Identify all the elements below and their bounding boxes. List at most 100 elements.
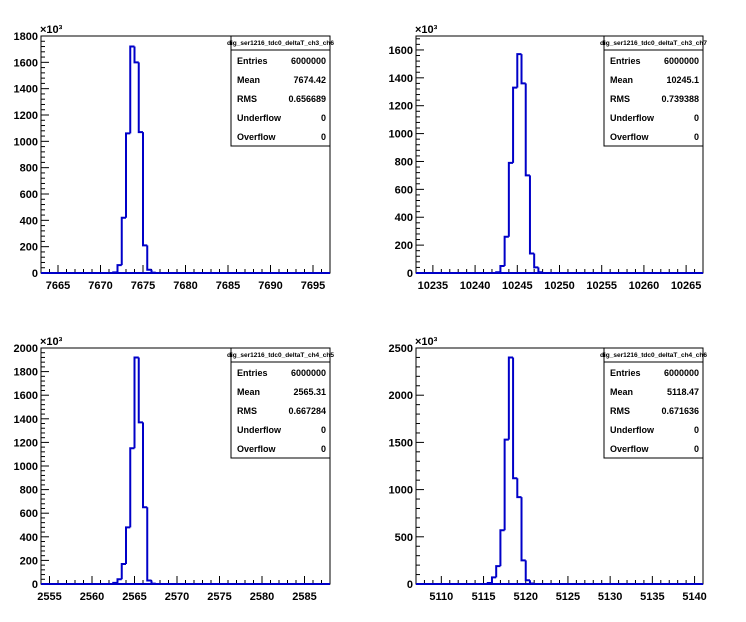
y-tick-label: 200	[395, 240, 413, 252]
histogram-panel-2: 0 200 400 600 800 1000 1200 1400 1600×10³ 10235 10…	[389, 24, 708, 292]
stats-overflow-value: 0	[694, 444, 699, 454]
histogram-bin	[528, 175, 535, 255]
stats-entries-label: Entries	[237, 368, 268, 378]
stats-rms-value: 0.671636	[661, 406, 699, 416]
stats-mean-value: 10245.1	[666, 75, 699, 85]
y-tick-label: 800	[395, 156, 413, 168]
histogram-bin	[541, 272, 547, 274]
y-tick-label: 0	[407, 268, 413, 280]
y-tick-label: 400	[20, 215, 38, 227]
y-tick-label: 2500	[389, 343, 413, 355]
histogram-bin	[133, 46, 139, 64]
stats-mean-label: Mean	[237, 75, 260, 85]
histogram-bin	[533, 253, 539, 269]
stats-mean-value: 5118.47	[667, 387, 699, 397]
histogram-title: dig_ser1216_tdc0_deltaT_ch3_ch6	[227, 40, 334, 47]
stats-rms-value: 0.667284	[288, 406, 326, 416]
y-tick-label: 0	[407, 579, 413, 591]
x-tick-label: 2555	[37, 591, 61, 603]
stats-rms-label: RMS	[610, 406, 630, 416]
y-tick-label: 1000	[389, 129, 413, 141]
histogram-bin	[490, 576, 497, 584]
y-tick-label: 1000	[389, 485, 413, 497]
stats-box: dig_ser1216_tdc0_deltaT_ch4_ch6 Entries 60…	[600, 347, 707, 459]
x-tick-label: 2585	[292, 591, 316, 603]
y-tick-label: 200	[20, 555, 38, 567]
stats-mean-label: Mean	[237, 387, 260, 397]
y-tick-label: 1500	[389, 437, 413, 449]
y-exponent-label: ×10³	[40, 24, 63, 36]
histogram-panel-3: 0 200 400 600 800 1000 1200 1400 1600 1800 2000×10…	[14, 336, 335, 603]
histogram-panel-4: 0 500 1000 1500 2000 2500×10³ 5110 5115 5120 5125…	[389, 336, 708, 603]
stats-rms-label: RMS	[610, 94, 630, 104]
histogram-bin	[512, 86, 518, 163]
y-tick-label: 2000	[14, 343, 38, 355]
histogram-title: dig_ser1216_tdc0_deltaT_ch3_ch7	[600, 40, 707, 47]
y-tick-label: 1200	[14, 110, 38, 122]
histogram-bin	[133, 356, 139, 449]
histogram-bin	[125, 132, 131, 218]
y-exponent-label: ×10³	[415, 24, 438, 36]
y-tick-label: 800	[20, 163, 38, 175]
y-tick-label: 600	[20, 508, 38, 520]
histogram-bin	[507, 161, 514, 237]
stats-overflow-value: 0	[321, 444, 326, 454]
y-exponent-label: ×10³	[415, 336, 438, 348]
histogram-bin	[507, 356, 514, 440]
y-tick-label: 1400	[14, 414, 38, 426]
stats-entries-label: Entries	[610, 368, 641, 378]
stats-overflow-label: Overflow	[610, 444, 650, 454]
stats-underflow-value: 0	[694, 113, 699, 123]
y-tick-label: 1600	[389, 45, 413, 57]
x-tick-label: 2580	[250, 591, 274, 603]
y-tick-label: 1800	[14, 31, 38, 43]
stats-entries-value: 6000000	[291, 56, 326, 66]
x-tick-label: 10235	[418, 280, 449, 292]
stats-underflow-value: 0	[694, 425, 699, 435]
y-tick-label: 1000	[14, 136, 38, 148]
x-tick-label: 10255	[586, 280, 617, 292]
x-tick-label: 2570	[165, 591, 189, 603]
x-tick-label: 5135	[640, 591, 664, 603]
histogram-bin	[537, 267, 543, 274]
x-tick-label: 7680	[173, 280, 197, 292]
histogram-bin	[146, 507, 152, 582]
histogram-bin	[116, 578, 122, 583]
stats-entries-value: 6000000	[664, 56, 699, 66]
histogram-bin	[129, 447, 135, 528]
stats-box: dig_ser1216_tdc0_deltaT_ch3_ch6 Entries 60…	[227, 35, 334, 147]
histogram-bin	[137, 62, 143, 134]
histogram-bin	[120, 562, 126, 580]
histogram-bin	[516, 478, 522, 499]
y-tick-label: 0	[32, 579, 38, 591]
x-tick-label: 7670	[88, 280, 112, 292]
histogram-bin	[520, 497, 526, 562]
x-tick-label: 5115	[472, 591, 496, 603]
stats-underflow-label: Underflow	[237, 113, 282, 123]
stats-box-frame	[603, 347, 704, 459]
histogram-bin	[137, 357, 143, 424]
x-tick-label: 2560	[80, 591, 104, 603]
stats-rms-value: 0.739388	[661, 94, 699, 104]
stats-box-frame	[603, 35, 704, 147]
histogram-bin	[524, 560, 530, 582]
histogram-bin	[120, 216, 126, 266]
y-tick-label: 1800	[14, 367, 38, 379]
stats-box-frame	[230, 35, 331, 147]
y-tick-label: 1600	[14, 57, 38, 69]
stats-box: dig_ser1216_tdc0_deltaT_ch3_ch7 Entries 60…	[600, 35, 707, 147]
stats-entries-label: Entries	[610, 56, 641, 66]
stats-rms-label: RMS	[237, 94, 257, 104]
stats-entries-label: Entries	[237, 56, 268, 66]
histogram-bin	[150, 580, 156, 585]
y-tick-label: 1000	[14, 461, 38, 473]
histogram-bin	[495, 565, 501, 578]
stats-rms-label: RMS	[237, 406, 257, 416]
histogram-bin	[524, 83, 530, 177]
x-tick-label: 2565	[122, 591, 146, 603]
stats-overflow-label: Overflow	[237, 132, 277, 142]
histogram-bin	[146, 245, 152, 271]
x-tick-label: 7675	[131, 280, 155, 292]
x-tick-label: 2575	[207, 591, 231, 603]
